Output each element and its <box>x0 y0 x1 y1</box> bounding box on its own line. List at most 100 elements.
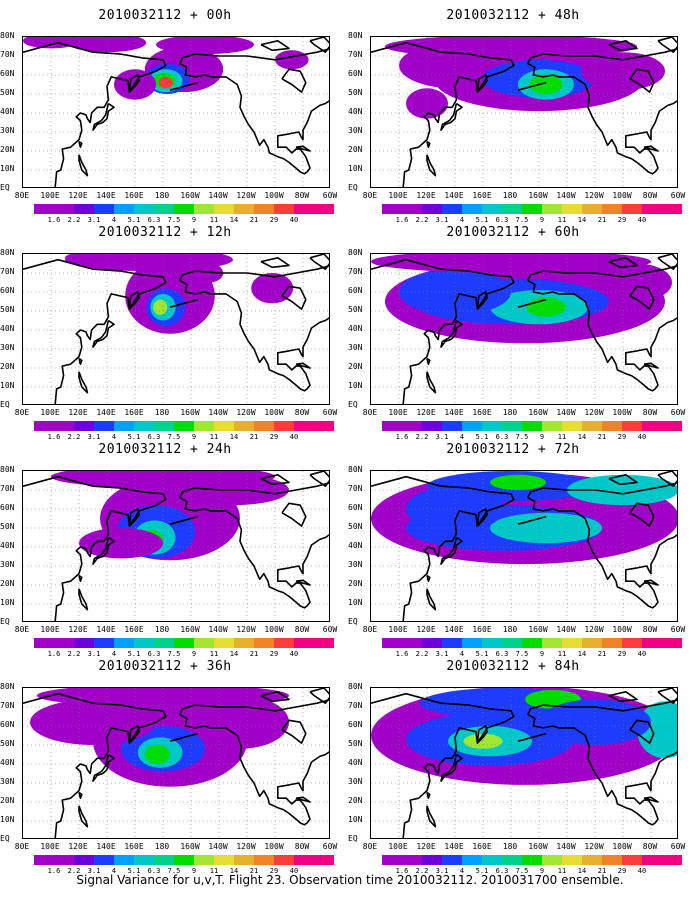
longitude-label: 140E <box>96 191 116 200</box>
colorbar-level-label: 5.1 <box>127 433 141 441</box>
variance-map <box>23 37 329 187</box>
colorbar <box>34 421 334 431</box>
colorbar-level-label: 1.6 <box>47 216 61 224</box>
longitude-label: 160E <box>124 625 144 634</box>
longitude-label: 160E <box>472 191 492 200</box>
coastline <box>260 256 290 269</box>
latitude-label: 60N <box>0 503 15 512</box>
colorbar <box>382 638 682 648</box>
coastline <box>260 39 290 52</box>
latitude-label: 70N <box>0 267 15 276</box>
colorbar-level-label: 9 <box>539 433 545 441</box>
colorbar-swatch <box>542 421 562 431</box>
coastline <box>23 41 167 187</box>
longitude-label: 80W <box>642 625 658 634</box>
colorbar-swatch <box>154 421 174 431</box>
colorbar-level-label: 14 <box>229 650 239 658</box>
variance-contour <box>37 688 289 707</box>
colorbar-swatch <box>562 421 582 431</box>
colorbar-swatch <box>562 855 582 865</box>
colorbar-swatch <box>442 855 462 865</box>
colorbar-level-label: 29 <box>269 216 279 224</box>
longitude-label: 160E <box>124 191 144 200</box>
latitude-label: EQ <box>348 183 358 192</box>
latitude-label: 80N <box>348 31 363 40</box>
colorbar-level-label: 21 <box>597 216 607 224</box>
coastline <box>657 688 677 704</box>
coastline <box>657 471 677 487</box>
longitude-label: 160W <box>528 625 548 634</box>
latitude-label: EQ <box>0 834 10 843</box>
coastline <box>295 362 311 369</box>
latitude-label: 40N <box>348 107 363 116</box>
latitude-label: 30N <box>348 126 363 135</box>
latitude-label: 40N <box>0 324 15 333</box>
colorbar-swatch <box>314 855 334 865</box>
latitude-label: 50N <box>0 739 15 748</box>
coastline <box>78 371 89 394</box>
latitude-label: EQ <box>0 617 10 626</box>
longitude-label: 120W <box>584 408 604 417</box>
variance-contour <box>526 297 566 317</box>
longitude-label: 160E <box>124 408 144 417</box>
coastline <box>169 81 199 91</box>
latitude-label: 40N <box>0 107 15 116</box>
coastline <box>476 508 488 527</box>
colorbar-level-label: 29 <box>617 650 627 658</box>
coastline <box>78 588 89 611</box>
longitude-label: 140E <box>444 842 464 851</box>
coastline <box>643 796 659 803</box>
variance-contour <box>490 474 546 490</box>
colorbar-level-label: 21 <box>249 867 259 875</box>
colorbar-swatch <box>234 421 254 431</box>
colorbar-swatch <box>274 421 294 431</box>
latitude-label: 70N <box>348 50 363 59</box>
map-plot-area <box>370 36 678 188</box>
colorbar-swatch <box>422 421 442 431</box>
coastline <box>179 279 329 392</box>
coastline <box>23 475 167 621</box>
latitude-label: 10N <box>0 815 15 824</box>
map-panel: 2010032112 + 48h 80N 70N 60N 50N 40N 30N 20N 10N… <box>348 8 685 224</box>
colorbar-swatch <box>94 638 114 648</box>
colorbar-level-label: 11 <box>209 650 219 658</box>
longitude-label: 180 <box>502 842 518 851</box>
latitude-label: 80N <box>348 465 363 474</box>
colorbar-swatch <box>54 638 74 648</box>
colorbar-level-label: 21 <box>597 650 607 658</box>
variance-contour <box>371 254 651 273</box>
variance-contour <box>490 512 602 544</box>
colorbar-level-label: 4 <box>111 867 117 875</box>
colorbar-swatch <box>294 855 314 865</box>
colorbar-swatch <box>582 855 602 865</box>
longitude-label: 80W <box>642 191 658 200</box>
colorbar-swatch <box>54 421 74 431</box>
variance-contour <box>65 254 149 266</box>
colorbar-level-label: 6.3 <box>147 433 161 441</box>
colorbar-swatch <box>254 421 274 431</box>
longitude-label: 120E <box>416 191 436 200</box>
colorbar-level-label: 40 <box>289 867 299 875</box>
colorbar-level-label: 11 <box>209 867 219 875</box>
longitude-label: 140W <box>208 408 228 417</box>
longitude-label: 160W <box>180 625 200 634</box>
longitude-label: 160E <box>472 625 492 634</box>
colorbar-level-label: 4 <box>111 433 117 441</box>
longitude-label: 100E <box>388 625 408 634</box>
colorbar-level-label: 21 <box>249 433 259 441</box>
latitude-label: 10N <box>0 164 15 173</box>
coastline <box>517 515 547 525</box>
variance-contour <box>158 76 173 89</box>
colorbar-swatch <box>642 204 662 214</box>
colorbar-swatch <box>234 638 254 648</box>
coastline <box>657 37 677 53</box>
coastline <box>128 74 140 93</box>
colorbar-level-label: 1.6 <box>47 867 61 875</box>
longitude-label: 180 <box>502 625 518 634</box>
colorbar-swatch <box>522 638 542 648</box>
colorbar-level-label: 2.2 <box>415 650 429 658</box>
longitude-label: 120E <box>68 625 88 634</box>
coastline <box>179 265 329 281</box>
longitude-label: 140E <box>444 191 464 200</box>
latitude-label: 60N <box>348 69 363 78</box>
